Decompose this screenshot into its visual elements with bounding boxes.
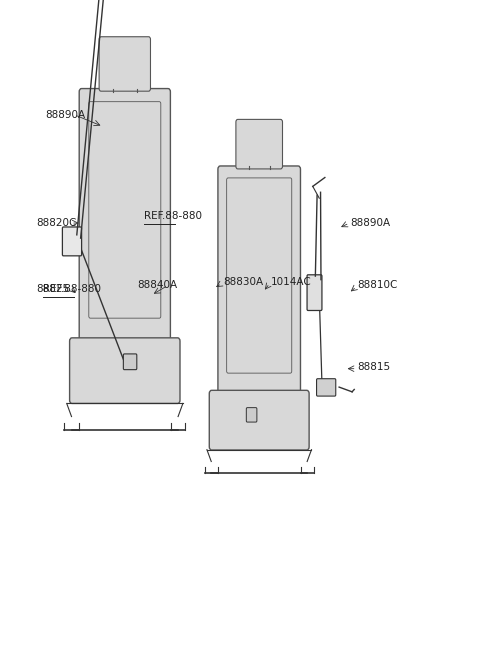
FancyBboxPatch shape bbox=[246, 407, 257, 422]
FancyBboxPatch shape bbox=[123, 354, 137, 370]
FancyBboxPatch shape bbox=[70, 338, 180, 403]
Text: 1014AC: 1014AC bbox=[271, 277, 312, 287]
Text: 88810C: 88810C bbox=[358, 280, 398, 291]
Text: 88890A: 88890A bbox=[350, 218, 391, 228]
FancyBboxPatch shape bbox=[79, 89, 170, 344]
Text: 88830A: 88830A bbox=[223, 277, 264, 287]
Text: 88825: 88825 bbox=[36, 283, 69, 294]
Text: 88820C: 88820C bbox=[36, 218, 76, 228]
FancyBboxPatch shape bbox=[317, 379, 336, 396]
Text: REF.88-880: REF.88-880 bbox=[43, 283, 101, 294]
Text: 88890A: 88890A bbox=[46, 110, 86, 120]
FancyBboxPatch shape bbox=[236, 119, 283, 169]
Text: REF.88-880: REF.88-880 bbox=[144, 211, 202, 222]
Text: 88840A: 88840A bbox=[137, 280, 177, 291]
FancyBboxPatch shape bbox=[307, 275, 322, 310]
FancyBboxPatch shape bbox=[62, 227, 82, 256]
FancyBboxPatch shape bbox=[218, 166, 300, 397]
FancyBboxPatch shape bbox=[209, 390, 309, 450]
FancyBboxPatch shape bbox=[99, 37, 151, 91]
Text: 88815: 88815 bbox=[358, 362, 391, 373]
